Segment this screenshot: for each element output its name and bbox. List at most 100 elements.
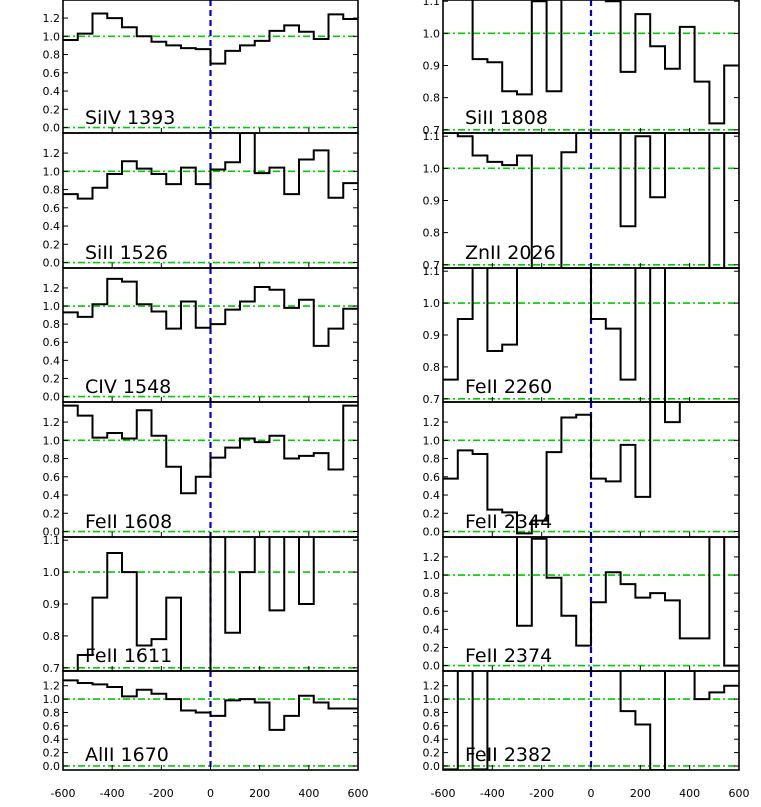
flux-profile	[63, 679, 358, 731]
flux-profile	[471, 0, 739, 125]
x-tick-label: -400	[100, 787, 125, 800]
panel-12: 0.00.20.40.60.81.01.2 FeII 2382	[423, 670, 740, 773]
transition-label: FeII 1608	[85, 511, 172, 533]
y-tick-label: 0.0	[423, 660, 441, 673]
y-tick-label: 0.7	[423, 393, 441, 406]
panel-9: 0.7 0.8 0.9 1.0 1.1 FeII 2260	[423, 265, 740, 406]
panel-plot-area	[63, 133, 358, 268]
x-tick-label: -200	[149, 787, 174, 800]
panel-2: 0.0 0.2 0.4 0.6 0.8 1.0 1.2 SiII 1526	[43, 132, 359, 270]
flux-profile	[443, 537, 739, 667]
transition-label: SiII 1526	[85, 242, 168, 264]
y-tick-label: 0.8	[43, 630, 61, 643]
x-tick-label: -200	[529, 787, 554, 800]
y-tick-label: 0.0	[43, 526, 61, 539]
y-tick-label: 0.8	[423, 361, 441, 374]
panel-1: 0.0 0.2 0.4 0.6 0.8 1.0 1.2 SiIV 1393	[43, 0, 359, 135]
y-tick-label: 1.2	[43, 680, 61, 693]
panel-11: 0.0 0.2 0.4 0.6 0.8 1.0 1.2 FeII 2374	[423, 536, 740, 673]
panel-6: 0.00.20.40.60.81.01.2 AlII 1670	[43, 670, 359, 773]
transition-label: AlII 1670	[85, 744, 169, 766]
y-tick-label: 1.0	[423, 27, 441, 40]
flux-profile	[443, 133, 739, 268]
y-tick-label: 0.8	[423, 587, 441, 600]
transition-label: FeII 2382	[465, 744, 552, 766]
y-tick-label: 1.0	[43, 693, 61, 706]
x-tick-label: 600	[729, 787, 750, 800]
y-tick-label: 0.4	[423, 623, 441, 636]
y-tick-label: 1.0	[43, 300, 61, 313]
flux-profile	[63, 277, 358, 347]
y-tick-label: 0.2	[43, 103, 61, 116]
y-tick-label: 0.6	[423, 720, 441, 733]
flux-profile	[443, 402, 739, 535]
x-tick-label: 0	[207, 787, 214, 800]
y-tick-label: 0.6	[43, 67, 61, 80]
y-tick-label: 0.8	[423, 227, 441, 240]
y-tick-label: 0.8	[423, 453, 441, 466]
y-tick-label: 0.6	[43, 336, 61, 349]
y-tick-label: 1.1	[423, 130, 441, 143]
y-tick-label: 1.2	[423, 416, 441, 429]
x-tick-label: -400	[480, 787, 505, 800]
y-tick-label: 0.7	[423, 259, 441, 272]
y-tick-label: 0.2	[423, 507, 441, 520]
panel-10: 0.0 0.2 0.4 0.6 0.8 1.0 1.2 FeII 2344	[423, 401, 740, 539]
panel-plot-area	[63, 0, 358, 133]
y-tick-label: 0.4	[423, 489, 441, 502]
y-tick-label: 0.0	[43, 257, 61, 270]
panel-8: 0.7 0.8 0.9 1.0 1.1 ZnII 2026	[423, 130, 740, 272]
y-tick-label: 1.0	[423, 693, 441, 706]
y-tick-label: 0.4	[43, 85, 61, 98]
flux-profile	[63, 537, 358, 671]
y-tick-label: 1.2	[423, 680, 441, 693]
y-tick-label: 1.2	[43, 416, 61, 429]
y-tick-label: 1.0	[43, 30, 61, 43]
transition-label: CIV 1548	[85, 376, 171, 398]
y-tick-label: 1.0	[423, 569, 441, 582]
y-tick-label: 0.2	[43, 747, 61, 760]
y-tick-label: 0.2	[423, 641, 441, 654]
panel-4: 0.0 0.2 0.4 0.6 0.8 1.0 1.2 FeII 1608	[43, 401, 359, 539]
flux-profile	[63, 133, 358, 200]
y-tick-label: 0.8	[423, 92, 441, 105]
y-tick-label: 0.0	[43, 760, 61, 773]
transition-label: FeII 1611	[85, 645, 172, 667]
panel-5: 0.7 0.8 0.9 1.0 1.1 FeII 1611	[43, 534, 359, 675]
y-tick-label: 1.0	[423, 434, 441, 447]
x-tick-label: 400	[679, 787, 700, 800]
y-tick-label: 0.0	[423, 760, 441, 773]
y-tick-label: 1.1	[423, 0, 441, 8]
x-tick-label: -600	[51, 787, 76, 800]
x-tick-label: -600	[431, 787, 456, 800]
x-tick-label: 200	[630, 787, 651, 800]
x-tick-label: 600	[348, 787, 369, 800]
y-tick-label: 1.2	[423, 551, 441, 564]
y-tick-label: 0.4	[43, 220, 61, 233]
transition-label: FeII 2260	[465, 376, 552, 398]
y-tick-label: 1.0	[43, 566, 61, 579]
x-tick-label: 200	[249, 787, 270, 800]
y-tick-label: 0.0	[423, 526, 441, 539]
flux-profile	[63, 12, 358, 65]
y-tick-label: 0.8	[423, 706, 441, 719]
y-tick-label: 0.8	[43, 49, 61, 62]
y-tick-label: 0.6	[43, 471, 61, 484]
y-tick-label: 0.8	[43, 184, 61, 197]
y-tick-label: 0.2	[423, 747, 441, 760]
x-tick-label: 400	[298, 787, 319, 800]
y-tick-label: 0.9	[43, 598, 61, 611]
panel-plot-area	[443, 402, 739, 537]
y-tick-label: 1.2	[43, 12, 61, 25]
y-tick-label: 1.2	[43, 282, 61, 295]
y-tick-label: 0.4	[43, 733, 61, 746]
y-tick-label: 0.8	[43, 453, 61, 466]
y-tick-label: 1.0	[423, 297, 441, 310]
transition-label: FeII 2374	[465, 645, 552, 667]
y-tick-label: 0.0	[43, 391, 61, 404]
y-tick-label: 0.2	[43, 372, 61, 385]
y-tick-label: 0.4	[43, 354, 61, 367]
y-tick-label: 0.7	[423, 124, 441, 137]
y-tick-label: 0.9	[423, 329, 441, 342]
